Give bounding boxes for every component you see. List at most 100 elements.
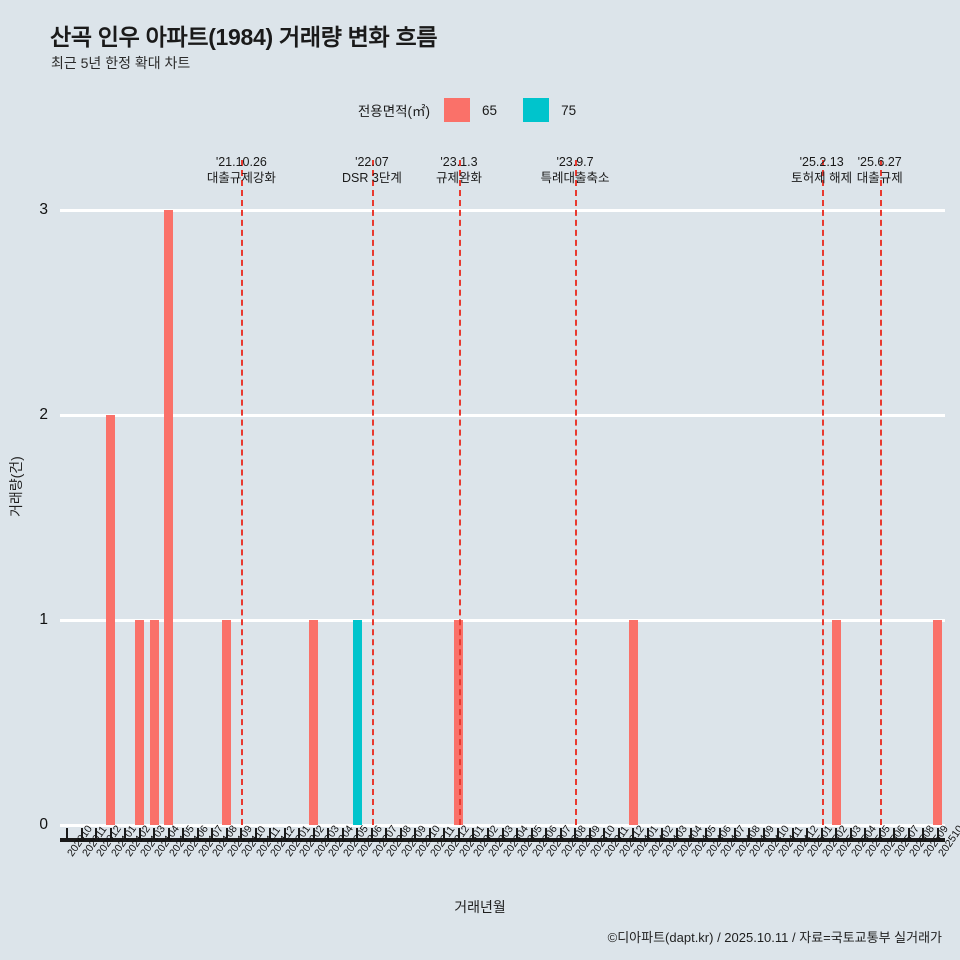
x-tick-202101 <box>109 828 112 838</box>
x-tick-202209 <box>399 828 402 838</box>
gridline-3 <box>60 208 945 212</box>
x-tick-202503 <box>835 828 838 838</box>
page-title: 산곡 인우 아파트(1984) 거래량 변화 흐름 <box>50 24 438 50</box>
x-tick-202307 <box>545 828 548 838</box>
x-tick-202201 <box>283 828 286 838</box>
x-tick-202407 <box>719 828 722 838</box>
bar-202301-65[interactable] <box>454 620 464 825</box>
x-tick-202403 <box>661 828 664 838</box>
x-tick-202306 <box>530 828 533 838</box>
x-tick-202301 <box>457 828 460 838</box>
x-tick-202311 <box>603 828 606 838</box>
event-date-2: '23.1.3 <box>440 155 478 169</box>
x-tick-202207 <box>370 828 373 838</box>
event-date-3: '23.9.7 <box>556 155 594 169</box>
bar-202203-65[interactable] <box>309 620 319 825</box>
bar-202105-65[interactable] <box>164 210 174 825</box>
x-tick-202312 <box>617 828 620 838</box>
event-line-5 <box>879 160 882 825</box>
x-tick-202010 <box>66 828 69 838</box>
x-tick-202104 <box>153 828 156 838</box>
legend-item-65[interactable]: 65 <box>444 98 497 122</box>
x-tick-202102 <box>124 828 127 838</box>
x-tick-202108 <box>211 828 214 838</box>
x-tick-202205 <box>341 828 344 838</box>
x-tick-202011 <box>80 828 83 838</box>
x-tick-202408 <box>733 828 736 838</box>
event-text-4: 토허제 해제 <box>791 171 853 185</box>
y-axis-ticks: 0 1 2 3 <box>0 201 60 833</box>
x-tick-202111 <box>254 828 257 838</box>
bar-202206-75[interactable] <box>352 620 362 825</box>
x-tick-202410 <box>762 828 765 838</box>
x-tick-202308 <box>559 828 562 838</box>
x-tick-202508 <box>907 828 910 838</box>
event-line-1 <box>371 160 374 825</box>
y-tick-label-3: 3 <box>39 201 48 218</box>
x-axis-title: 거래년월 <box>454 899 506 915</box>
legend-label-65: 65 <box>482 102 498 118</box>
x-tick-202309 <box>574 828 577 838</box>
x-tick-202212 <box>443 828 446 838</box>
legend-label-75: 75 <box>561 102 577 118</box>
event-annotation-5: '25.6.27 대출규제 <box>857 155 903 187</box>
x-tick-202302 <box>472 828 475 838</box>
x-tick-202501 <box>806 828 809 838</box>
x-tick-202204 <box>327 828 330 838</box>
x-tick-202509 <box>922 828 925 838</box>
x-tick-202310 <box>588 828 591 838</box>
event-text-5: 대출규제 <box>856 171 903 185</box>
bar-202503-65[interactable] <box>831 620 841 825</box>
x-tick-202405 <box>690 828 693 838</box>
x-tick-202203 <box>312 828 315 838</box>
y-tick-label-2: 2 <box>39 406 48 423</box>
event-text-2: 규제완화 <box>435 171 482 185</box>
event-annotation-0: '21.10.26 대출규제강화 <box>207 155 276 187</box>
x-tick-202202 <box>298 828 301 838</box>
x-tick-202106 <box>182 828 185 838</box>
y-tick-label-1: 1 <box>39 611 48 628</box>
x-tick-202412 <box>791 828 794 838</box>
legend-item-75[interactable]: 75 <box>523 98 576 122</box>
chart-legend: 전용면적(㎡) 65 75 <box>0 98 960 122</box>
x-tick-202112 <box>269 828 272 838</box>
page-subtitle: 최근 5년 한정 확대 차트 <box>51 55 191 71</box>
event-annotation-3: '23.9.7 특례대출축소 <box>541 155 610 187</box>
y-tick-label-0: 0 <box>39 816 48 833</box>
x-tick-202502 <box>820 828 823 838</box>
bar-202109-65[interactable] <box>222 620 232 825</box>
event-line-0 <box>241 160 244 825</box>
x-tick-202103 <box>138 828 141 838</box>
x-tick-202012 <box>95 828 98 838</box>
bar-202103-65[interactable] <box>135 620 145 825</box>
x-tick-202107 <box>196 828 199 838</box>
x-tick-202206 <box>356 828 359 838</box>
x-tick-202402 <box>646 828 649 838</box>
bar-202101-65[interactable] <box>106 415 116 825</box>
gridline-1 <box>60 618 945 622</box>
x-tick-202406 <box>704 828 707 838</box>
event-date-4: '25.2.13 <box>799 155 844 169</box>
bar-202401-65[interactable] <box>628 620 638 825</box>
x-tick-202404 <box>675 828 678 838</box>
event-line-3 <box>575 160 578 825</box>
y-axis-title: 거래량(건) <box>8 456 24 517</box>
bar-202104-65[interactable] <box>149 620 159 825</box>
x-tick-202211 <box>428 828 431 838</box>
event-date-5: '25.6.27 <box>857 155 902 169</box>
x-tick-202504 <box>849 828 852 838</box>
bar-202510-65[interactable] <box>933 620 943 825</box>
x-tick-202109 <box>225 828 228 838</box>
x-tick-202208 <box>385 828 388 838</box>
x-tick-202507 <box>893 828 896 838</box>
x-tick-202401 <box>632 828 635 838</box>
event-annotation-4: '25.2.13 토허제 해제 <box>791 155 852 187</box>
x-tick-202110 <box>240 828 243 838</box>
event-annotation-2: '23.1.3 규제완화 <box>436 155 482 187</box>
x-tick-202409 <box>748 828 751 838</box>
legend-title: 전용면적(㎡) <box>357 104 431 119</box>
x-tick-202105 <box>167 828 170 838</box>
legend-swatch-75 <box>523 98 550 122</box>
gridline-2 <box>60 413 945 417</box>
